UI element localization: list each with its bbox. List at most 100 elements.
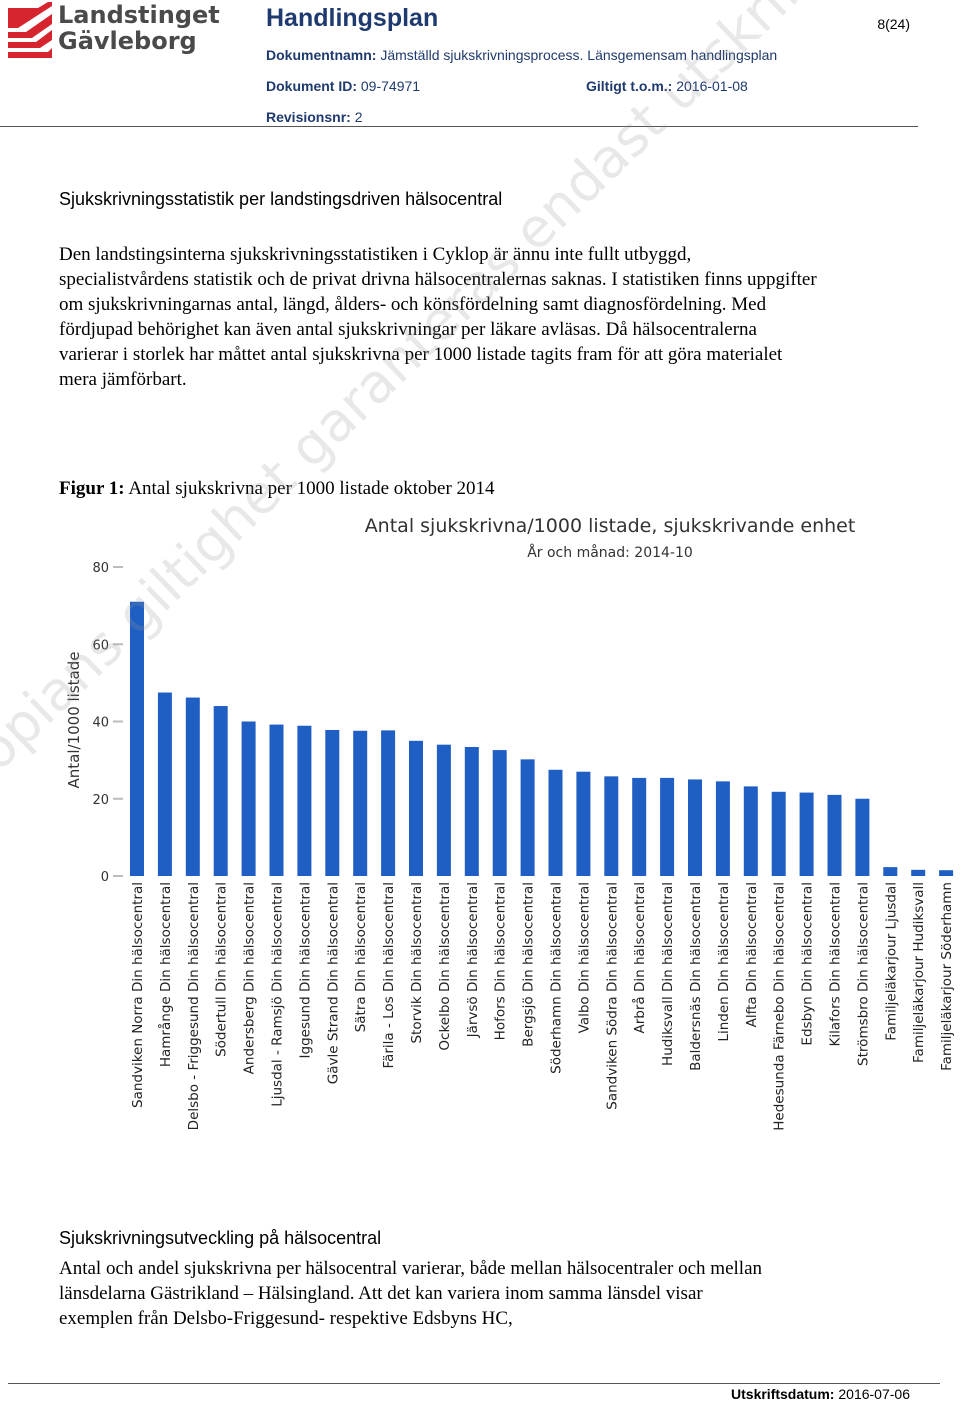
x-category-label: Södertull Din hälsocentral (214, 882, 230, 1057)
logo-mark-icon (8, 2, 52, 58)
x-category-label: Andersberg Din hälsocentral (242, 882, 258, 1074)
figure-label: Figur 1: (59, 478, 125, 499)
x-category-label: Storvik Din hälsocentral (409, 882, 425, 1044)
chart-y-axis-label: Antal/1000 listade (65, 652, 83, 789)
chart-bar (381, 730, 396, 876)
chart-bar (743, 786, 758, 876)
y-tick-label: 20 (92, 793, 109, 808)
chart-bar (771, 791, 786, 876)
chart-y-axis: 0 20 40 60 80 (92, 561, 123, 885)
chart-bar (576, 771, 591, 876)
x-category-label: Ockelbo Din hälsocentral (437, 882, 453, 1051)
chart-x-axis-labels: Sandviken Norra Din hälsocentral Hamrånge… (130, 882, 955, 1131)
document-name-value: Jämställd sjukskrivningsprocess. Länsgem… (380, 47, 778, 63)
x-category-label: Hofors Din hälsocentral (493, 882, 509, 1040)
x-category-label: Linden Din hälsocentral (716, 882, 732, 1042)
logo: Landstinget Gävleborg (8, 0, 220, 60)
x-category-label: Strömsbro Din hälsocentral (855, 882, 871, 1066)
x-category-label: Hamrånge Din hälsocentral (157, 882, 174, 1067)
x-category-label: Delsbo - Friggesund Din hälsocentral (186, 882, 202, 1130)
y-tick-label: 40 (92, 716, 109, 731)
y-tick-label: 60 (92, 638, 109, 653)
x-category-label: Kilafors Din hälsocentral (828, 882, 844, 1047)
x-category-label: Valbo Din hälsocentral (576, 882, 592, 1033)
chart-bar (464, 746, 479, 876)
y-tick-label: 80 (92, 561, 109, 576)
logo-text-line1: Landstinget (58, 1, 220, 29)
chart-bars (130, 601, 954, 876)
document-name-row: Dokumentnamn: Jämställd sjukskrivningspr… (266, 47, 777, 63)
chart-bar (799, 792, 814, 876)
chart-bar (130, 601, 144, 876)
valid-until-value: 2016-01-08 (676, 78, 748, 94)
chart-bar (213, 706, 228, 876)
x-category-label: Familjeläkarjour Hudiksvall (911, 882, 927, 1063)
x-category-label: Ljusdal - Ramsjö Din hälsocentral (270, 882, 286, 1107)
chart-bar (241, 721, 256, 876)
logo-text-line2: Gävleborg (58, 27, 197, 55)
chart-bar (297, 725, 312, 876)
chart-bar (911, 869, 926, 876)
x-category-label: Hudiksvall Din hälsocentral (660, 882, 676, 1066)
x-category-label: Sandviken Södra Din hälsocentral (604, 882, 620, 1110)
x-category-label: Sätra Din hälsocentral (353, 882, 369, 1032)
chart-bar (436, 744, 451, 876)
chart-bar (325, 729, 340, 876)
revision-value: 2 (354, 109, 363, 125)
x-category-label: Söderhamn Din hälsocentral (549, 882, 565, 1074)
x-category-label: Bergsjö Din hälsocentral (521, 882, 537, 1047)
chart-bar (632, 777, 647, 876)
document-id-value: 09-74971 (360, 78, 421, 94)
page-number: 8(24) (877, 16, 910, 32)
chart-bar (688, 779, 702, 876)
chart-bar (827, 794, 842, 876)
chart-bar (604, 776, 619, 876)
chart-bar (660, 777, 675, 876)
figure-caption: Figur 1: Antal sjukskrivna per 1000 list… (59, 478, 495, 500)
chart-bar (883, 867, 898, 876)
section-title-development: Sjukskrivningsutveckling på hälsocentral (59, 1228, 382, 1248)
document-type-title: Handlingsplan (266, 4, 439, 32)
x-category-label: Sandviken Norra Din hälsocentral (130, 882, 146, 1108)
revision-row: Revisionsnr: 2 (266, 109, 363, 125)
footer-divider (8, 1383, 940, 1384)
revision-label: Revisionsnr: (266, 109, 351, 125)
chart-subtitle: År och månad: 2014-10 (527, 544, 693, 561)
chart-bar (520, 759, 535, 876)
print-date-label: Utskriftsdatum: (731, 1386, 835, 1402)
valid-until-row: Giltigt t.o.m.: 2016-01-08 (586, 78, 748, 94)
chart-bar (492, 750, 507, 876)
chart-bar (939, 870, 954, 876)
x-category-label: Baldersnäs Din hälsocentral (688, 882, 704, 1071)
section-paragraph-development: Antal och andel sjukskrivna per hälsocen… (59, 1258, 762, 1329)
chart-bar (157, 692, 172, 876)
document-name-label: Dokumentnamn: (266, 47, 377, 63)
chart-bar (353, 730, 368, 876)
chart-bar (269, 724, 284, 876)
y-tick-label: 0 (101, 870, 109, 885)
chart-bar (185, 697, 200, 876)
x-category-label: Alfta Din hälsocentral (744, 882, 760, 1027)
document-id-label: Dokument ID: (266, 78, 357, 94)
x-category-label: Iggesund Din hälsocentral (297, 882, 313, 1058)
x-category-label: Järvsö Din hälsocentral (465, 882, 481, 1038)
x-category-label: Familjeläkarjour Ljusdal (883, 882, 899, 1041)
print-date-row: Utskriftsdatum: 2016-07-06 (731, 1386, 910, 1402)
chart-bar (409, 740, 423, 876)
x-category-label: Färila - Los Din hälsocentral (381, 882, 397, 1068)
x-category-label: Edsbyn Din hälsocentral (800, 882, 816, 1046)
figure-caption-text: Antal sjukskrivna per 1000 listade oktob… (128, 478, 495, 499)
x-category-label: Arbrå Din hälsocentral (631, 882, 648, 1034)
chart-bar (715, 781, 730, 876)
bar-chart: Antal sjukskrivna/1000 listade, sjukskri… (65, 515, 955, 1131)
section-paragraph-statistics: Den landstingsinterna sjukskrivningsstat… (59, 244, 817, 390)
valid-until-label: Giltigt t.o.m.: (586, 78, 673, 94)
print-date-value: 2016-07-06 (838, 1386, 910, 1402)
header-divider (0, 126, 918, 127)
x-category-label: Familjeläkarjour Söderhamn (939, 882, 955, 1071)
x-category-label: Hedesunda Färnebo Din hälsocentral (772, 882, 788, 1131)
document-id-row: Dokument ID: 09-74971 (266, 78, 420, 94)
section-title-statistics: Sjukskrivningsstatistik per landstingsdr… (59, 189, 503, 209)
x-category-label: Gävle Strand Din hälsocentral (325, 882, 341, 1084)
chart-bar (855, 798, 870, 876)
